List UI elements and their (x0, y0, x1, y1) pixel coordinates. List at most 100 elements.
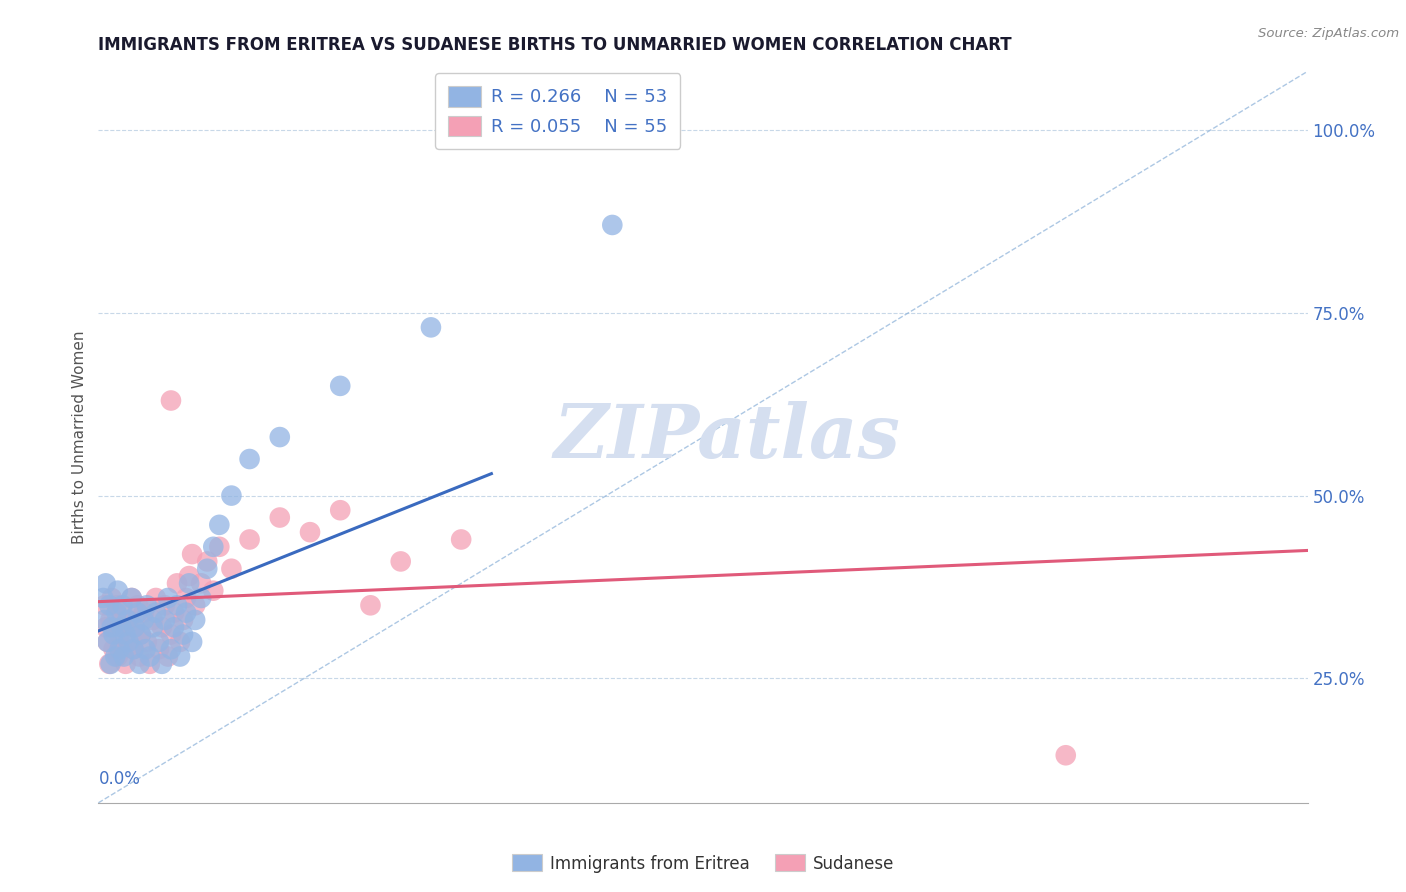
Legend: R = 0.266    N = 53, R = 0.055    N = 55: R = 0.266 N = 53, R = 0.055 N = 55 (436, 73, 681, 149)
Point (329, 379, 352, 393)
Point (114, 657, 136, 671)
Point (124, 620, 146, 634)
Point (94, 620, 117, 634)
Point (98, 657, 121, 671)
Point (221, 562, 243, 576)
Point (93, 613, 115, 627)
Point (208, 517, 231, 532)
Point (239, 533, 262, 547)
Point (105, 606, 128, 620)
Point (329, 503, 352, 517)
Text: IMMIGRANTS FROM ERITREA VS SUDANESE BIRTHS TO UNMARRIED WOMEN CORRELATION CHART: IMMIGRANTS FROM ERITREA VS SUDANESE BIRT… (98, 36, 1012, 54)
Point (139, 657, 162, 671)
Point (107, 649, 129, 664)
Point (112, 620, 135, 634)
Point (195, 554, 218, 568)
Point (145, 591, 167, 605)
Point (160, 627, 183, 641)
Point (202, 583, 225, 598)
Point (100, 591, 122, 605)
Point (239, 452, 262, 467)
Point (148, 642, 170, 657)
Point (103, 627, 125, 641)
Point (156, 649, 179, 664)
Point (166, 576, 188, 591)
Point (91, 591, 114, 605)
Point (172, 613, 194, 627)
Point (132, 606, 155, 620)
Point (195, 562, 218, 576)
Point (135, 635, 157, 649)
Point (190, 576, 212, 591)
Point (148, 635, 170, 649)
Point (190, 591, 212, 605)
Point (420, 320, 443, 334)
Point (450, 533, 472, 547)
Point (128, 657, 150, 671)
Point (105, 599, 128, 613)
Point (208, 540, 231, 554)
Point (1054, 748, 1077, 763)
Point (145, 606, 167, 620)
Point (124, 620, 146, 634)
Point (153, 613, 176, 627)
Point (96, 635, 118, 649)
Text: 0.0%: 0.0% (98, 770, 141, 788)
Point (129, 627, 152, 641)
Point (121, 591, 143, 605)
Point (122, 642, 145, 657)
Point (128, 649, 150, 664)
Point (114, 627, 136, 641)
Point (117, 613, 139, 627)
Point (172, 627, 194, 641)
Point (299, 525, 322, 540)
Point (166, 599, 188, 613)
Point (108, 627, 131, 641)
Point (269, 430, 291, 444)
Point (129, 627, 152, 641)
Point (135, 599, 157, 613)
Text: Source: ZipAtlas.com: Source: ZipAtlas.com (1258, 27, 1399, 40)
Point (221, 489, 243, 503)
Point (184, 599, 207, 613)
Point (100, 657, 122, 671)
Point (93, 599, 115, 613)
Point (139, 649, 162, 664)
Point (163, 620, 186, 634)
Point (107, 583, 129, 598)
Point (96, 635, 118, 649)
Point (181, 547, 204, 561)
Point (104, 620, 127, 634)
Y-axis label: Births to Unmarried Women: Births to Unmarried Women (72, 330, 87, 544)
Point (121, 591, 143, 605)
Point (160, 642, 183, 657)
Point (118, 635, 141, 649)
Point (202, 540, 225, 554)
Point (110, 606, 132, 620)
Point (110, 620, 132, 634)
Point (127, 599, 149, 613)
Point (150, 620, 173, 634)
Point (100, 620, 122, 634)
Point (179, 576, 201, 591)
Point (150, 657, 173, 671)
Point (104, 649, 127, 664)
Point (360, 599, 382, 613)
Point (112, 649, 135, 664)
Point (108, 642, 131, 657)
Point (184, 613, 207, 627)
Point (142, 613, 165, 627)
Point (602, 218, 624, 232)
Point (135, 642, 157, 657)
Point (389, 554, 412, 568)
Point (156, 591, 179, 605)
Point (118, 613, 141, 627)
Legend: Immigrants from Eritrea, Sudanese: Immigrants from Eritrea, Sudanese (505, 847, 901, 880)
Point (153, 599, 176, 613)
Point (100, 613, 122, 627)
Point (117, 635, 139, 649)
Point (103, 642, 125, 657)
Point (111, 642, 134, 657)
Point (132, 613, 155, 627)
Point (111, 599, 134, 613)
